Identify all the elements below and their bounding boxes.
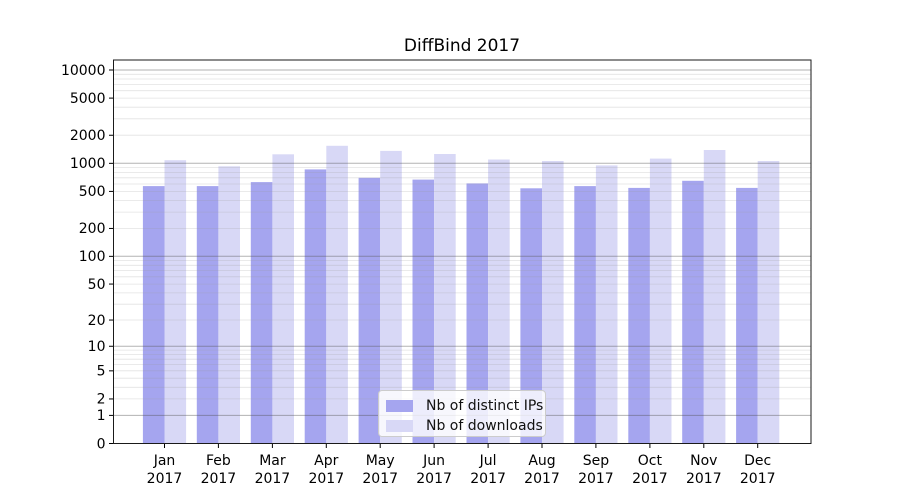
bar-may-downloads <box>380 150 402 444</box>
bar-sep-downloads <box>595 165 618 444</box>
bar-jul-distinct-ips <box>466 183 489 444</box>
bar-aug-downloads <box>542 161 564 444</box>
legend-label-distinct-ips: Nb of distinct IPs <box>426 398 544 414</box>
bar-oct-distinct-ips <box>628 187 650 444</box>
y-tick-label-10000: 10000 <box>61 63 106 79</box>
y-tick-label-1: 1 <box>97 408 106 424</box>
bar-may-distinct-ips <box>358 177 381 444</box>
y-tick-label-5000: 5000 <box>70 91 106 107</box>
x-tick-label-dec: Dec 2017 <box>740 453 776 487</box>
x-tick-label-apr: Apr 2017 <box>308 453 344 487</box>
x-tick-label-jul: Jul 2017 <box>470 453 506 487</box>
legend-swatch-downloads <box>386 420 413 432</box>
legend-swatch-distinct-ips <box>386 400 413 412</box>
bar-sep-distinct-ips <box>574 186 596 444</box>
y-tick-label-500: 500 <box>79 184 106 200</box>
x-tick-label-aug: Aug 2017 <box>524 453 560 487</box>
x-tick-label-feb: Feb 2017 <box>201 453 237 487</box>
legend: Nb of distinct IPs Nb of downloads <box>378 390 546 437</box>
legend-item-distinct-ips: Nb of distinct IPs <box>386 396 543 416</box>
bar-aug-distinct-ips <box>520 188 542 444</box>
bar-mar-distinct-ips <box>250 182 273 444</box>
y-tick-label-2: 2 <box>97 392 106 408</box>
x-tick-label-may: May 2017 <box>362 453 398 487</box>
y-tick-label-100: 100 <box>79 249 106 265</box>
y-tick-label-10: 10 <box>88 339 106 355</box>
plot-border <box>113 59 812 444</box>
y-tick-label-200: 200 <box>79 221 106 237</box>
bar-mar-downloads <box>272 154 294 444</box>
bar-feb-downloads <box>218 166 240 444</box>
chart-title: DiffBind 2017 <box>403 36 521 56</box>
x-tick-label-nov: Nov 2017 <box>686 453 722 487</box>
y-tick-label-0: 0 <box>97 436 106 452</box>
bar-jun-downloads <box>434 154 456 444</box>
y-tick-label-20: 20 <box>88 313 106 329</box>
x-tick-label-sep: Sep 2017 <box>578 453 614 487</box>
bar-jan-distinct-ips <box>142 186 165 444</box>
bar-nov-distinct-ips <box>682 180 704 444</box>
legend-label-downloads: Nb of downloads <box>426 418 543 434</box>
bar-dec-downloads <box>757 161 780 444</box>
bar-jun-distinct-ips <box>412 179 435 444</box>
legend-item-downloads: Nb of downloads <box>386 416 543 436</box>
x-tick-label-mar: Mar 2017 <box>255 453 291 487</box>
bar-nov-downloads <box>703 150 726 444</box>
y-tick-label-50: 50 <box>88 277 106 293</box>
bar-oct-downloads <box>649 158 672 444</box>
bar-apr-distinct-ips <box>304 169 327 444</box>
bar-feb-distinct-ips <box>196 186 219 444</box>
x-tick-label-jan: Jan 2017 <box>147 453 183 487</box>
y-tick-label-5: 5 <box>97 364 106 380</box>
bar-dec-distinct-ips <box>736 187 758 444</box>
bar-jul-downloads <box>488 159 510 444</box>
y-tick-label-2000: 2000 <box>70 128 106 144</box>
y-tick-label-1000: 1000 <box>70 156 106 172</box>
bar-jan-downloads <box>164 160 187 444</box>
x-tick-label-jun: Jun 2017 <box>416 453 452 487</box>
bar-apr-downloads <box>326 145 348 444</box>
x-tick-label-oct: Oct 2017 <box>632 453 668 487</box>
